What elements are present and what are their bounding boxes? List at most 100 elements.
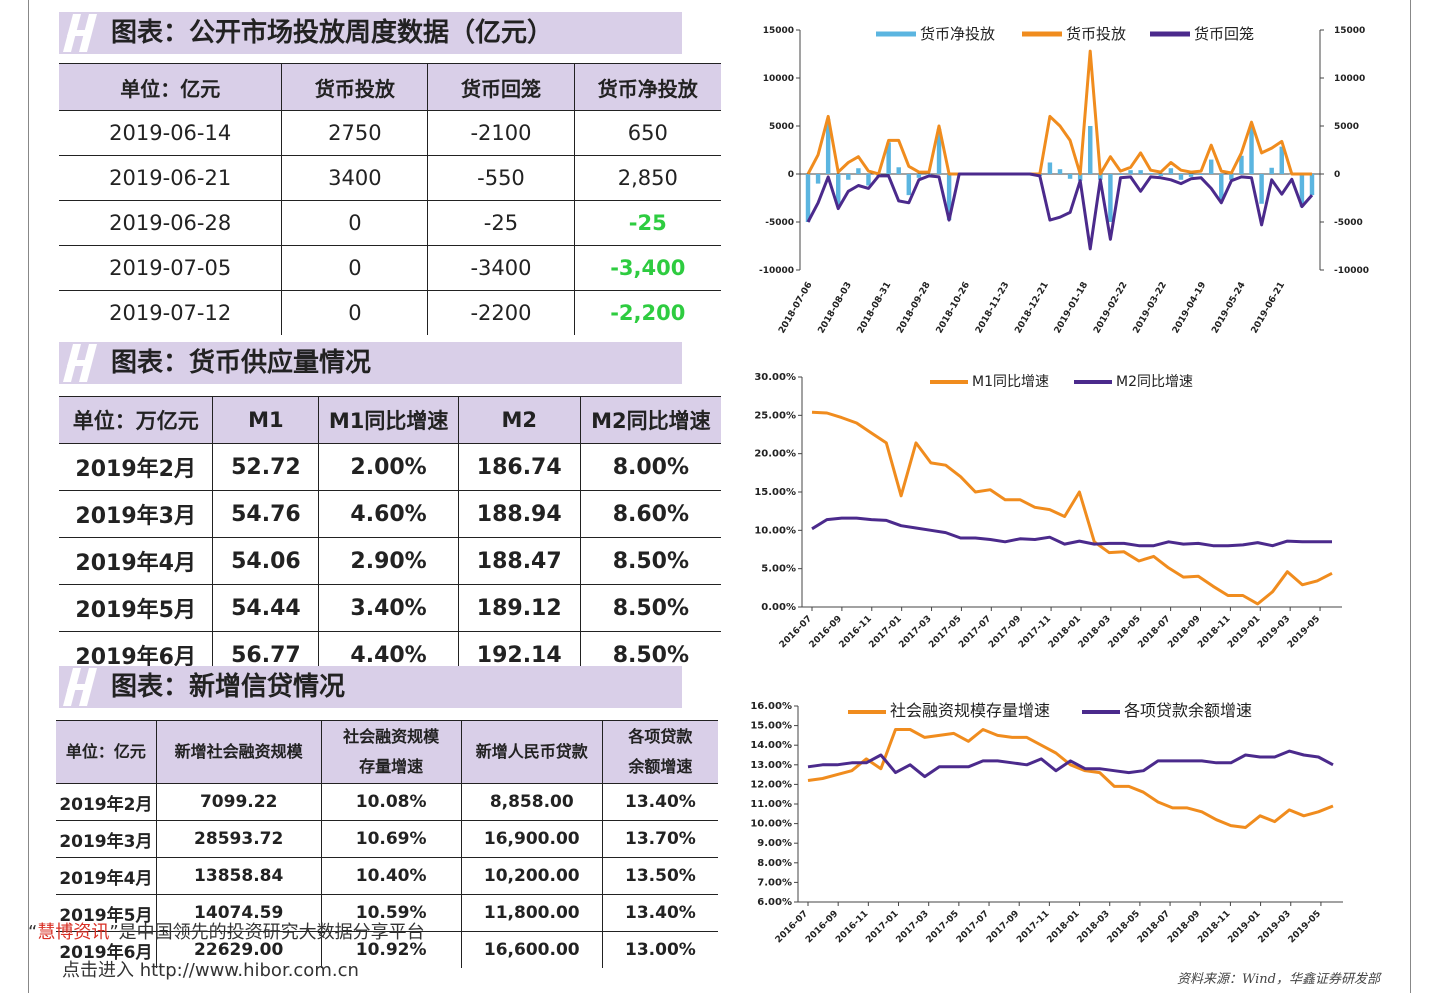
bar bbox=[846, 174, 851, 180]
table-cell: 4.60% bbox=[318, 490, 459, 538]
table-cell: 2.00% bbox=[318, 443, 459, 491]
bar bbox=[1128, 170, 1133, 174]
footer-brand[interactable]: 慧博资讯 bbox=[37, 922, 110, 943]
bar bbox=[1158, 174, 1164, 176]
table-cell: 10.08% bbox=[320, 783, 462, 821]
table-cell: 10.69% bbox=[320, 820, 462, 858]
x-tick-label: 2018-08-03 bbox=[817, 281, 854, 336]
table-cell: 3400 bbox=[281, 155, 429, 201]
x-tick-label: 2019-01-18 bbox=[1053, 281, 1090, 336]
series-line-1 bbox=[807, 728, 1334, 829]
bar bbox=[1279, 146, 1284, 174]
table-cell: 11,800.00 bbox=[460, 894, 603, 932]
legend-label: 社会融资规模存量增速 bbox=[890, 701, 1050, 720]
open-market-chart: -10000 -10000 -5000 -5000 0 0 5000 5000 10000 100… bbox=[759, 25, 1369, 336]
table-row: 2019年4月 54.06 2.90% 188.47 8.50% bbox=[59, 537, 721, 585]
table-row: 2019-07-12 0 -2200 -2,200 bbox=[59, 290, 721, 335]
series-line-1 bbox=[806, 49, 1312, 176]
table-cell: 52.72 bbox=[212, 443, 320, 491]
bar bbox=[1108, 174, 1113, 222]
table-cell: 188.47 bbox=[457, 537, 581, 585]
table-row: 2019-06-28 0 -25 -25 bbox=[59, 200, 721, 246]
bar bbox=[936, 128, 942, 174]
table-cell: 13.40% bbox=[601, 783, 718, 821]
table-cell: 2019年3月 bbox=[56, 820, 157, 858]
table-cell: -3,400 bbox=[573, 245, 721, 291]
table-cell: 54.76 bbox=[212, 490, 320, 538]
table-cell: -550 bbox=[427, 155, 575, 201]
bar bbox=[1269, 167, 1274, 174]
y-tick-label: 13.00% bbox=[750, 760, 792, 771]
y-tick-label: 14.00% bbox=[750, 740, 792, 751]
table-cell: -2200 bbox=[427, 290, 575, 335]
table-header: 各项贷款 余额增速 bbox=[601, 720, 718, 784]
y-tick-label: 10000 bbox=[763, 74, 794, 84]
x-tick-label: 2019-03-22 bbox=[1132, 281, 1169, 336]
table-cell: 8.60% bbox=[579, 490, 721, 538]
money-supply-chart: 0.00% 5.00% 10.00% 15.00% 20.00% 25.00% 30.00%… bbox=[754, 372, 1342, 650]
bar bbox=[866, 174, 871, 186]
footer-link[interactable]: 点击进入 http://www.hibor.com.cn bbox=[62, 960, 359, 981]
table-header: M1 bbox=[212, 396, 320, 444]
bar bbox=[836, 174, 841, 207]
bar bbox=[1229, 174, 1234, 180]
table-row: 2019-06-21 3400 -550 2,850 bbox=[59, 155, 721, 201]
section3-banner: 图表：新增信贷情况 bbox=[59, 666, 682, 708]
table-cell: 8.50% bbox=[579, 584, 721, 632]
table-cell: -2100 bbox=[427, 110, 575, 156]
y-tick-label-right: -5000 bbox=[1334, 218, 1363, 228]
table-cell: 54.06 bbox=[212, 537, 320, 585]
table-cell: -25 bbox=[573, 200, 721, 246]
table-cell: 13.40% bbox=[601, 894, 718, 932]
open-market-table: 单位：亿元 货币投放 货币回笼 货币净投放 2019-06-14 2750 -2… bbox=[59, 63, 721, 335]
table-cell: 0 bbox=[281, 200, 429, 246]
x-tick-label: 2018-12-21 bbox=[1013, 281, 1050, 336]
bar bbox=[1148, 173, 1153, 174]
table-cell: 2019-06-28 bbox=[59, 200, 283, 246]
x-tick-label: 2018-09-28 bbox=[895, 281, 932, 336]
table-cell: 10.59% bbox=[320, 894, 462, 932]
table-row: 2019年6月 22629.00 10.92% 16,600.00 13.00% bbox=[56, 931, 718, 968]
bar bbox=[1299, 174, 1305, 207]
table-header: M2同比增速 bbox=[579, 396, 721, 444]
table-cell: 2019年2月 bbox=[56, 783, 157, 821]
money-supply-table: 单位：万亿元 M1 M1同比增速 M2 M2同比增速 2019年2月 52.72… bbox=[59, 396, 721, 678]
logo-icon bbox=[63, 14, 97, 52]
table-header: 新增人民币贷款 bbox=[460, 720, 603, 784]
table-header: M1同比增速 bbox=[318, 396, 459, 444]
bar bbox=[896, 167, 901, 174]
table-cell: -25 bbox=[427, 200, 575, 246]
table-header: 货币净投放 bbox=[573, 63, 721, 111]
table-cell: 3.40% bbox=[318, 584, 459, 632]
table-header: 新增社会融资规模 bbox=[155, 720, 322, 784]
table-cell: 54.44 bbox=[212, 584, 320, 632]
x-tick-label: 2018-08-31 bbox=[856, 281, 893, 336]
table-cell: 13858.84 bbox=[155, 857, 322, 895]
table-cell: 2.90% bbox=[318, 537, 459, 585]
page-border-left bbox=[28, 0, 29, 993]
y-tick-label: 0.00% bbox=[761, 602, 796, 613]
table-cell: 2019年5月 bbox=[59, 584, 214, 632]
section1-title: 图表：公开市场投放周度数据（亿元） bbox=[111, 18, 554, 48]
page-border-right bbox=[1410, 0, 1411, 993]
y-tick-label-right: 5000 bbox=[1334, 122, 1359, 132]
table-cell: 188.94 bbox=[457, 490, 581, 538]
table-cell: 10.40% bbox=[320, 857, 462, 895]
footer-line1: “慧博资讯”是中国领先的投资研究大数据分享平台 bbox=[28, 922, 425, 943]
table-cell: 2019年2月 bbox=[59, 443, 214, 491]
table-row: 2019年2月 7099.22 10.08% 8,858.00 13.40% bbox=[56, 783, 718, 821]
y-tick-label: 5000 bbox=[769, 122, 794, 132]
bar bbox=[1249, 126, 1254, 174]
logo-icon bbox=[63, 344, 97, 382]
series-line-2 bbox=[807, 749, 1334, 779]
bar bbox=[1309, 174, 1315, 196]
table-row: 2019-07-05 0 -3400 -3,400 bbox=[59, 245, 721, 291]
footer-tagline: 是中国领先的投资研究大数据分享平台 bbox=[118, 922, 425, 943]
table-row: 2019年5月 54.44 3.40% 189.12 8.50% bbox=[59, 584, 721, 632]
y-tick-label: -10000 bbox=[759, 266, 794, 276]
table-cell: 8.50% bbox=[579, 537, 721, 585]
x-tick-label: 2019-05 bbox=[1286, 614, 1322, 650]
section2-title: 图表：货币供应量情况 bbox=[111, 348, 372, 378]
y-tick-label: -5000 bbox=[765, 218, 794, 228]
legend-label: 各项贷款余额增速 bbox=[1124, 701, 1252, 720]
